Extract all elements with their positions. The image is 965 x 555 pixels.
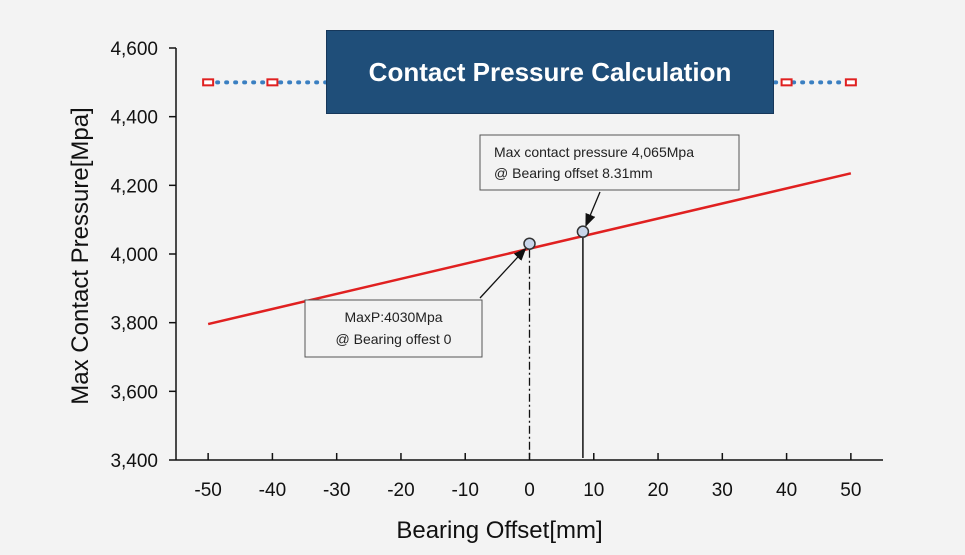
y-tick-label: 4,000 [110, 245, 158, 266]
highlight-point-1 [576, 225, 590, 238]
y-tick-label: 3,600 [110, 382, 158, 403]
reference-marker [780, 78, 793, 87]
y-tick-label: 4,400 [110, 108, 158, 129]
annotation-arrow-offset-8 [585, 191, 601, 227]
reference-marker [202, 78, 215, 87]
annotation-text-offset-0: @ Bearing offest 0 [336, 331, 452, 347]
annotation-text-offset-8: @ Bearing offset 8.31mm [494, 165, 653, 181]
x-tick-label: 30 [712, 480, 733, 501]
y-tick-label: 4,600 [110, 39, 158, 60]
y-axis-label: Max Contact Pressure[Mpa] [67, 107, 94, 404]
y-tick-label: 3,800 [110, 314, 158, 335]
x-tick-label: 20 [647, 480, 668, 501]
chart-title: Contact Pressure Calculation [326, 30, 774, 114]
x-tick-label: -40 [259, 480, 286, 501]
annotation-box-offset-8 [479, 134, 740, 191]
annotation-text-offset-0: MaxP:4030Mpa [344, 309, 442, 325]
x-axis-label: Bearing Offset[mm] [396, 517, 602, 544]
x-tick-label: -30 [323, 480, 350, 501]
y-tick-label: 4,200 [110, 176, 158, 197]
x-tick-label: 10 [583, 480, 604, 501]
reference-marker [266, 78, 279, 87]
x-tick-label: 40 [776, 480, 797, 501]
highlight-point-0 [523, 237, 536, 250]
x-tick-label: 0 [524, 480, 535, 501]
x-tick-label: -50 [194, 480, 221, 501]
annotation-box-offset-0 [304, 299, 483, 358]
reference-marker [844, 78, 857, 87]
x-tick-label: -20 [387, 480, 414, 501]
annotation-text-offset-8: Max contact pressure 4,065Mpa [494, 144, 694, 160]
x-tick-label: 50 [840, 480, 861, 501]
annotation-arrow-offset-0 [479, 247, 527, 299]
y-tick-label: 3,400 [110, 451, 158, 472]
x-tick-label: -10 [451, 480, 478, 501]
